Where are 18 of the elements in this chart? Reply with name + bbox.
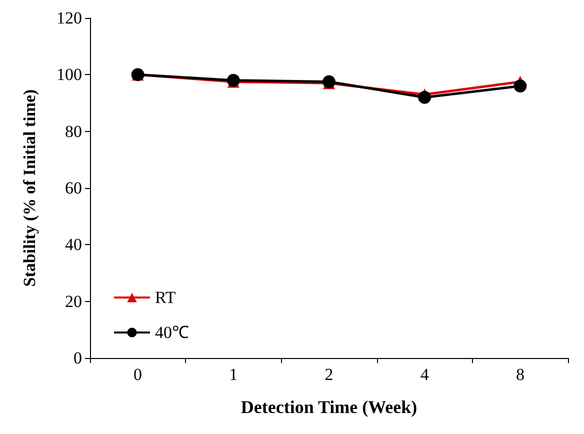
x-tick-label: 2 (324, 365, 334, 384)
point (514, 80, 527, 92)
legend-label: 40℃ (155, 323, 189, 342)
y-tick-label: 40 (65, 235, 82, 254)
y-axis-title: Stability (% of Initial time) (20, 89, 39, 287)
y-tick-label: 80 (65, 122, 82, 141)
legend-label: RT (155, 288, 176, 307)
x-tick-label: 1 (229, 365, 238, 384)
x-tick-label: 4 (420, 365, 430, 384)
y-tick-label: 100 (56, 65, 82, 84)
x-tick-label: 0 (134, 365, 142, 384)
y-tick-label: 0 (74, 348, 82, 368)
y-tick-label: 120 (56, 8, 82, 28)
point (418, 90, 432, 104)
y-tick-label: 20 (65, 292, 82, 311)
y-tick-label: 60 (65, 178, 82, 198)
x-tick-label: 8 (516, 365, 524, 384)
x-axis-title: Detection Time (Week) (240, 397, 418, 417)
